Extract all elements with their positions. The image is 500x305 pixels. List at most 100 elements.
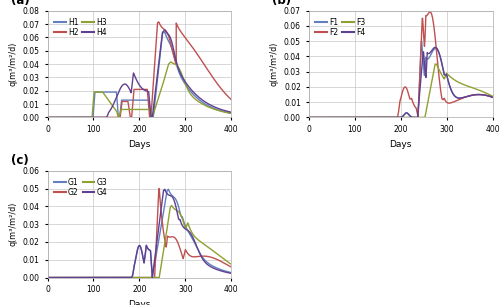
H4 [228, 110, 234, 114]
G3 [54, 276, 60, 279]
X-axis label: Days: Days [390, 140, 411, 149]
G3 [162, 244, 168, 248]
H3 [228, 112, 234, 115]
Y-axis label: q(m³/m²/d): q(m³/m²/d) [8, 202, 18, 246]
F3 [372, 116, 378, 119]
Line: G1: G1 [48, 189, 232, 278]
Line: F4: F4 [308, 47, 492, 117]
H4 [111, 101, 117, 105]
H2 [190, 47, 196, 51]
H4 [181, 78, 187, 81]
H3 [44, 116, 51, 119]
G3 [44, 276, 51, 279]
F4 [490, 95, 496, 99]
G2 [54, 276, 60, 279]
F2 [372, 116, 378, 119]
G4 [228, 271, 234, 275]
F3 [306, 116, 312, 119]
H2 [156, 20, 162, 24]
H3 [168, 60, 173, 64]
F2 [414, 112, 420, 116]
G3 [154, 276, 160, 279]
F3 [414, 116, 420, 119]
Text: (c): (c) [10, 154, 29, 167]
H4 [54, 116, 60, 119]
G1 [228, 271, 234, 275]
G2 [181, 254, 187, 258]
F2 [490, 95, 496, 99]
G1 [190, 239, 196, 243]
F3 [432, 62, 438, 66]
F4 [422, 72, 428, 76]
H2 [154, 37, 160, 41]
F4 [452, 94, 458, 98]
F3 [452, 78, 458, 82]
H2 [162, 27, 168, 31]
H1 [190, 93, 196, 97]
H1 [228, 112, 234, 115]
F4 [414, 116, 420, 119]
H3 [190, 96, 196, 99]
H3 [111, 106, 117, 109]
Line: G4: G4 [48, 189, 232, 278]
G1 [166, 187, 172, 191]
G3 [181, 221, 187, 225]
H3 [54, 116, 60, 119]
F2 [452, 100, 458, 103]
G4 [162, 188, 168, 191]
F4 [432, 45, 438, 49]
G4 [44, 276, 51, 279]
X-axis label: Days: Days [128, 140, 150, 149]
Text: (a): (a) [10, 0, 29, 7]
Line: H2: H2 [48, 22, 232, 117]
F2 [306, 116, 312, 119]
Line: H4: H4 [48, 30, 232, 117]
G1 [44, 276, 51, 279]
G3 [190, 234, 196, 237]
G4 [181, 226, 187, 229]
Line: G2: G2 [48, 188, 232, 278]
H4 [44, 116, 51, 119]
F3 [422, 113, 428, 117]
Y-axis label: q(m³/m²/d): q(m³/m²/d) [270, 42, 278, 86]
F1 [414, 116, 420, 119]
H4 [190, 91, 196, 94]
G2 [154, 239, 160, 243]
H1 [111, 90, 117, 94]
G2 [228, 265, 234, 269]
F1 [490, 95, 496, 99]
F4 [442, 73, 448, 77]
Y-axis label: q(m³/m²/d): q(m³/m²/d) [8, 42, 18, 86]
G3 [228, 263, 234, 266]
G4 [54, 276, 60, 279]
H2 [111, 116, 117, 119]
F2 [427, 10, 433, 14]
Line: G3: G3 [48, 206, 232, 278]
G4 [190, 237, 196, 241]
G2 [156, 187, 162, 190]
H4 [162, 28, 168, 32]
G1 [154, 253, 160, 256]
G4 [154, 245, 160, 249]
Legend: H1, H2, H3, H4: H1, H2, H3, H4 [52, 15, 110, 40]
F2 [315, 116, 321, 119]
F1 [422, 62, 428, 66]
H3 [162, 77, 168, 81]
H3 [154, 103, 160, 107]
F1 [315, 116, 321, 119]
F4 [372, 116, 378, 119]
Legend: F1, F2, F3, F4: F1, F2, F3, F4 [312, 15, 368, 40]
G2 [190, 255, 196, 259]
F1 [442, 73, 448, 77]
H1 [162, 30, 168, 34]
Line: F1: F1 [308, 41, 492, 117]
F1 [306, 116, 312, 119]
H1 [54, 116, 60, 119]
Text: (b): (b) [272, 0, 291, 7]
Legend: G1, G2, G3, G4: G1, G2, G3, G4 [52, 175, 110, 200]
G1 [181, 220, 187, 224]
G2 [44, 276, 51, 279]
G3 [168, 204, 174, 207]
G4 [111, 276, 117, 279]
F1 [418, 39, 424, 43]
